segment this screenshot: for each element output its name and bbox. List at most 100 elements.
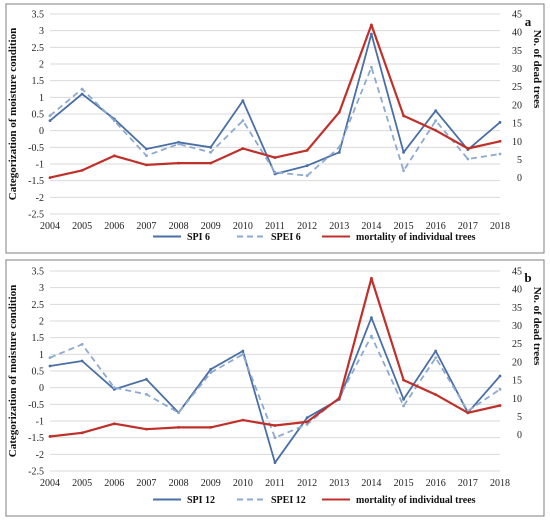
y-axis-title: Categorization of moisture condition (7, 28, 19, 200)
data-point (466, 411, 470, 415)
y-tick-label: -1 (36, 160, 44, 171)
data-point (305, 422, 309, 426)
y2-axis-title: No. of dead trees (531, 30, 543, 109)
data-point (370, 276, 373, 280)
series-spei-6 (48, 65, 502, 178)
data-point (112, 386, 116, 390)
x-tick-label: 2010 (233, 478, 253, 489)
x-tick-label: 2004 (40, 478, 60, 489)
y-tick-label: -2.5 (28, 210, 44, 221)
y-tick-label: 1.5 (32, 333, 45, 344)
data-point (145, 427, 148, 431)
x-tick-label: 2009 (201, 478, 221, 489)
data-point (112, 154, 116, 158)
data-point (466, 147, 470, 150)
data-point (145, 392, 148, 396)
x-tick-label: 2010 (233, 221, 253, 232)
y2-tick-label: 35 (512, 303, 522, 314)
y2-tick-label: 20 (512, 100, 522, 111)
data-point (337, 145, 341, 149)
y2-tick-label: 20 (512, 357, 522, 368)
series-mortality-of-individual-trees (48, 276, 502, 438)
panel-frame (5, 3, 545, 254)
y-tick-label: 3.5 (32, 10, 45, 21)
legend-label: mortality of individual trees (356, 495, 476, 506)
panel-letter: b (524, 270, 531, 285)
y-tick-label: -1.5 (28, 176, 44, 187)
data-point (305, 148, 309, 152)
x-tick-label: 2005 (72, 478, 92, 489)
series-spei-12 (48, 334, 502, 440)
data-point (145, 163, 148, 167)
y-tick-label: -2 (36, 193, 44, 204)
y-tick-label: 0 (39, 383, 44, 394)
y2-tick-label: 0 (517, 430, 522, 441)
y-tick-label: -2 (36, 450, 44, 461)
legend: SPI 6 SPEI 6 mortality of individual trees (153, 232, 476, 243)
data-point (145, 377, 148, 381)
x-tick-label: 2018 (490, 221, 510, 232)
data-point (337, 110, 341, 114)
panel-letter: a (525, 14, 532, 29)
x-tick-label: 2013 (329, 221, 349, 232)
data-point (498, 374, 502, 378)
legend-label: mortality of individual trees (356, 232, 476, 243)
y-tick-label: 3 (39, 26, 44, 37)
data-point (241, 147, 245, 150)
x-tick-label: 2007 (136, 478, 156, 489)
data-point (370, 334, 373, 338)
data-point (145, 154, 148, 158)
y-tick-label: 0 (39, 126, 44, 137)
x-tick-label: 2012 (297, 478, 317, 489)
data-point (80, 431, 84, 435)
data-point (48, 114, 52, 118)
x-tick-label: 2009 (201, 221, 221, 232)
y-tick-label: 0.5 (32, 367, 45, 378)
data-point (209, 425, 213, 429)
x-tick-label: 2015 (394, 221, 414, 232)
data-point (305, 164, 309, 168)
data-point (370, 32, 373, 36)
y-tick-label: 2 (39, 60, 44, 71)
data-point (80, 87, 84, 91)
data-point (305, 174, 309, 178)
y-axis-title: Categorization of moisture condition (7, 285, 19, 457)
data-point (498, 387, 502, 391)
data-point (48, 356, 52, 360)
x-tick-label: 2018 (490, 478, 510, 489)
y-tick-label: 2.5 (32, 300, 45, 311)
y2-tick-label: 15 (512, 376, 522, 387)
x-tick-label: 2015 (394, 478, 414, 489)
data-point (209, 150, 213, 154)
y2-tick-label: 5 (517, 155, 522, 166)
data-point (48, 364, 52, 368)
y2-tick-label: 10 (512, 137, 522, 148)
data-point (177, 142, 180, 146)
data-point (112, 422, 116, 426)
data-point (177, 411, 180, 415)
y2-tick-label: 35 (512, 46, 522, 57)
data-point (241, 119, 245, 123)
data-point (177, 161, 180, 165)
data-point (370, 316, 373, 320)
x-tick-label: 2013 (329, 478, 349, 489)
x-tick-label: 2012 (297, 221, 317, 232)
y-tick-label: 2 (39, 317, 44, 328)
y-tick-label: -2.5 (28, 467, 44, 478)
data-point (209, 367, 213, 371)
data-point (305, 420, 309, 424)
y2-tick-label: 25 (512, 82, 522, 93)
data-point (434, 119, 438, 123)
y2-tick-label: 40 (512, 28, 522, 39)
x-tick-label: 2016 (426, 478, 446, 489)
data-point (498, 152, 502, 156)
x-tick-label: 2017 (458, 221, 478, 232)
data-point (273, 170, 277, 174)
data-point (145, 147, 148, 151)
data-point (498, 120, 502, 124)
data-point (305, 416, 309, 420)
data-point (402, 169, 405, 173)
x-tick-label: 2008 (169, 221, 189, 232)
x-tick-label: 2017 (458, 478, 478, 489)
